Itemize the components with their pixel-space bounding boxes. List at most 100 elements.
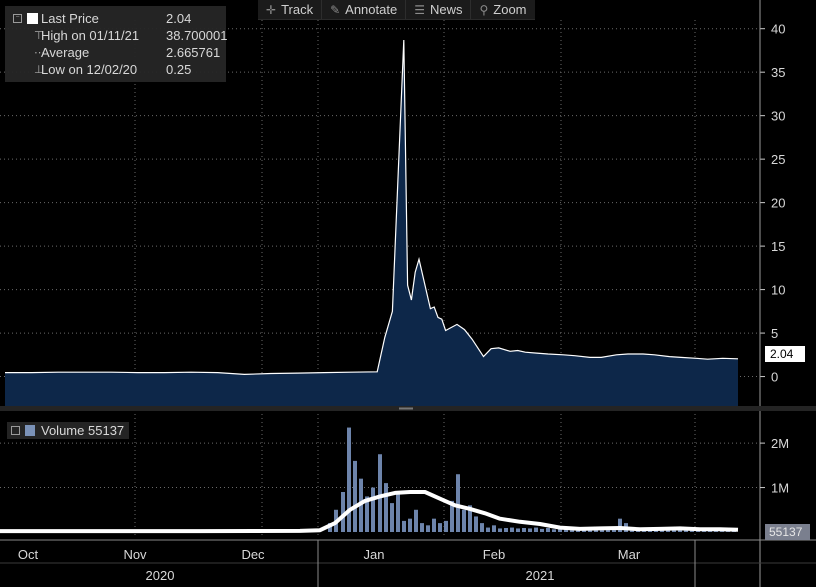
volume-bar: [528, 528, 532, 532]
volume-label: Volume: [41, 423, 85, 438]
price-tick-label: 40: [771, 22, 785, 37]
volume-bar: [618, 518, 622, 532]
x-tick-label: Feb: [483, 547, 505, 562]
volume-bar: [353, 460, 357, 532]
low-label: Low on 12/02/20: [41, 62, 138, 77]
volume-bar: [516, 528, 520, 532]
volume-bar: [600, 529, 604, 532]
volume-bar: [438, 523, 442, 532]
x-tick-label: Nov: [123, 547, 147, 562]
magnifier-icon: ⚲: [479, 2, 489, 17]
volume-bar: [510, 527, 514, 532]
last-price-label: Last Price: [41, 11, 99, 26]
price-tick-label: 35: [771, 65, 785, 80]
collapse-toggle-icon[interactable]: −: [13, 14, 22, 23]
volume-bar: [420, 523, 424, 532]
high-value: 38.700001: [166, 28, 228, 43]
average-label: Average: [41, 45, 90, 60]
volume-bar: [384, 483, 388, 532]
crosshair-icon: ✛: [266, 2, 277, 17]
high-label: High on 01/11/21: [41, 28, 140, 43]
track-label: Track: [281, 2, 314, 17]
volume-legend[interactable]: Volume 55137: [7, 422, 130, 439]
volume-bar: [504, 528, 508, 532]
price-grid: [0, 20, 760, 404]
price-y-axis: 40 35 30 25 20 15 10 5 0: [759, 0, 785, 587]
volume-bar: [486, 527, 490, 532]
volume-bar: [612, 528, 616, 532]
price-tick-label: 25: [771, 152, 785, 167]
news-label: News: [429, 2, 463, 17]
annotate-label: Annotate: [345, 2, 398, 17]
zoom-button[interactable]: ⚲ Zoom: [471, 0, 534, 19]
legend-row-low: ⊥ Low on 12/02/20 0.25: [5, 61, 226, 78]
news-icon: ☰: [414, 2, 425, 17]
chart-toolbar: ✛ Track ✎ Annotate ☰ News ⚲ Zoom: [258, 0, 535, 20]
volume-bar: [396, 492, 400, 532]
price-tick-label: 5: [771, 326, 778, 341]
x-tick-label: Mar: [618, 547, 641, 562]
volume-average-path: [0, 490, 739, 534]
volume-bar: [582, 529, 586, 532]
volume-bar: [678, 529, 682, 532]
volume-legend-text: Volume 55137: [7, 422, 124, 438]
volume-bar: [468, 505, 472, 532]
volume-bar: [432, 518, 436, 532]
volume-bar: [474, 516, 478, 532]
volume-value: 55137: [88, 423, 125, 438]
volume-bar: [684, 529, 688, 532]
volume-y-axis: 2M 1M: [760, 436, 789, 496]
legend-row-last-price[interactable]: − Last Price 2.04: [5, 10, 226, 27]
volume-bar: [594, 529, 598, 532]
volume-tick-label: 1M: [771, 481, 789, 496]
price-tick-label: 30: [771, 109, 785, 124]
price-tick-label: 0: [771, 370, 778, 385]
volume-bar: [558, 528, 562, 532]
volume-bar: [534, 527, 538, 532]
volume-bar: [347, 427, 351, 532]
volume-bar: [606, 529, 610, 532]
volume-axis-marker: 55137: [765, 524, 810, 540]
volume-bar: [480, 523, 484, 532]
volume-bar: [365, 496, 369, 532]
volume-bar: [498, 528, 502, 532]
annotate-button[interactable]: ✎ Annotate: [322, 0, 407, 19]
volume-bar: [450, 500, 454, 532]
price-area-fill: [5, 40, 738, 407]
volume-bar: [378, 454, 382, 532]
volume-bar: [341, 492, 345, 532]
price-tick-label: 20: [771, 196, 785, 211]
high-marker-icon: ⊤: [34, 30, 44, 42]
volume-bar: [570, 529, 574, 532]
track-button[interactable]: ✛ Track: [258, 0, 323, 19]
volume-average-line: [0, 490, 739, 534]
price-tick-label: 10: [771, 283, 785, 298]
zoom-label: Zoom: [493, 2, 527, 17]
volume-bar: [371, 487, 375, 532]
volume-bar: [552, 529, 556, 532]
volume-bar: [426, 525, 430, 532]
average-marker-icon: ⋯: [34, 47, 45, 59]
price-line: [5, 39, 739, 376]
volume-bar: [522, 528, 526, 532]
volume-bar: [390, 503, 394, 532]
volume-bar: [672, 529, 676, 532]
legend-row-high: ⊤ High on 01/11/21 38.700001: [5, 27, 228, 44]
news-button[interactable]: ☰ News: [406, 0, 472, 19]
legend-row-average: ⋯ Average 2.665761: [5, 44, 226, 61]
volume-bar: [660, 529, 664, 532]
volume-bar: [492, 525, 496, 532]
volume-toggle-icon[interactable]: [11, 426, 20, 435]
x-tick-label: Oct: [18, 547, 39, 562]
last-price-value: 2.04: [166, 11, 192, 26]
volume-bar: [402, 520, 406, 532]
low-value: 0.25: [166, 62, 192, 77]
volume-bar: [462, 509, 466, 532]
last-price-axis-marker: 2.04: [765, 346, 805, 362]
volume-bar: [408, 518, 412, 532]
volume-bar: [414, 509, 418, 532]
low-marker-icon: ⊥: [34, 64, 44, 76]
volume-bar: [666, 529, 670, 532]
volume-bar: [456, 474, 460, 532]
